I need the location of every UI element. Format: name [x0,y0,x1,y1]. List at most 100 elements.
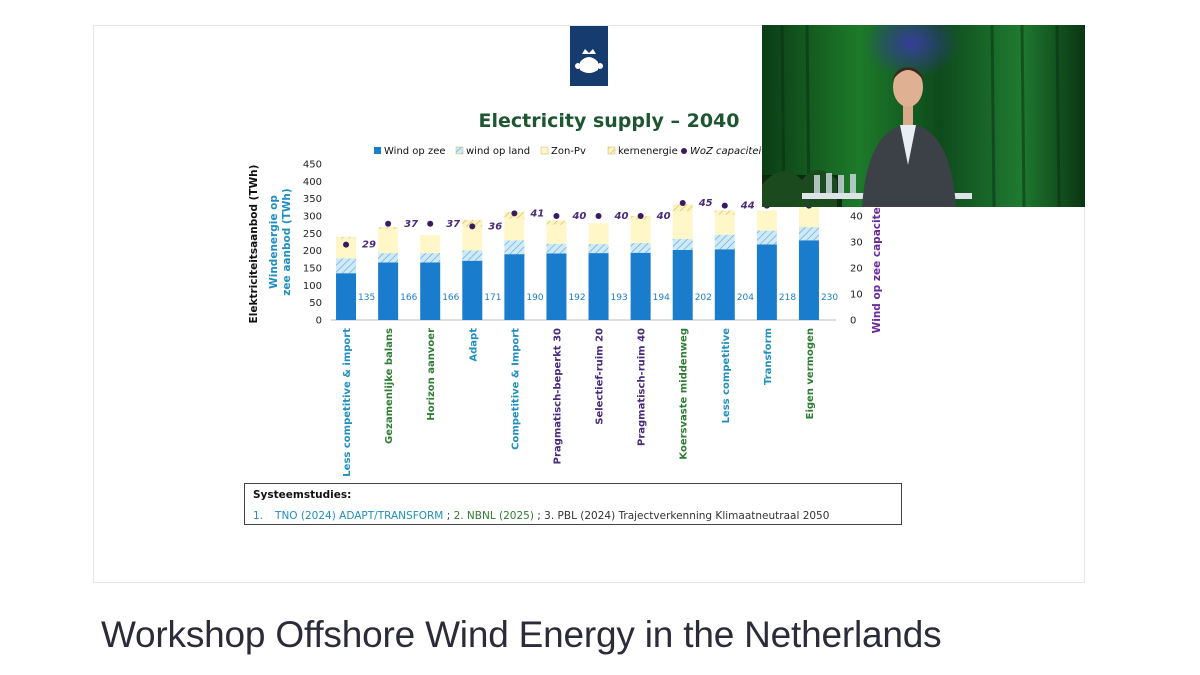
bar-wind-op-land [504,240,525,255]
study-pbl: 3. PBL (2024) Trajectverkenning Klimaatn… [544,510,830,522]
data-label: 204 [737,293,754,303]
study-nbnl: 2. NBNL (2025) [453,510,534,522]
bar-wind-op-zee [504,254,525,320]
legend-label: Wind op zee [384,146,446,157]
y-axis-title: Elektriciteitsaanbod (TWh) [248,165,260,324]
woz-capacity-point [553,213,560,219]
category-label: Transform [763,328,774,385]
woz-capacity-point [637,213,644,219]
woz-capacity-point [679,200,686,206]
legend-label: kernenergie [618,146,678,157]
woz-capacity-label: 40 [571,211,586,222]
bar-wind-op-zee [588,253,609,320]
bar-wind-op-zee [546,253,567,320]
bar-wind-op-land [588,244,609,254]
bar-wind-op-zee [714,249,735,320]
category-label: Less competitive [721,328,732,424]
woz-capacity-point [511,210,518,217]
bar-wind-op-zee [336,273,357,320]
y-tick-label: 100 [303,281,322,292]
bar-wind-op-land [546,243,567,254]
page-title: Workshop Offshore Wind Energy in the Net… [101,614,942,655]
speaker-image [762,25,1085,207]
woz-capacity-point [385,220,392,227]
category-label: Adapt [468,328,479,362]
bar-zon-pv [756,210,777,231]
y-tick-label: 50 [309,298,322,309]
y2-tick-label: 20 [850,264,863,275]
y2-source-axis-title: Windenergie opzee aanbod (TWh) [268,188,293,295]
woz-capacity-point [427,220,434,227]
data-label: 218 [779,293,796,303]
bar-kernenergie [378,227,399,229]
y-tick-label: 450 [303,160,322,171]
bar-zon-pv [714,214,735,235]
woz-capacity-point [721,202,728,209]
y2-tick-label: 10 [850,290,863,301]
category-label: Selectief-ruim 20 [595,328,606,425]
legend-label: wind op land [466,146,530,157]
y-tick-label: 200 [303,246,322,257]
bar-wind-op-land [672,238,693,250]
legend-label: Zon-Pv [551,146,586,157]
legend-marker [374,147,381,154]
bar-wind-op-land [714,234,735,250]
category-label: Less competitive & import [342,328,353,477]
y-tick-label: 250 [303,229,322,240]
bar-wind-op-zee [756,244,777,320]
woz-capacity-label: 40 [656,211,671,222]
data-label: 192 [568,293,585,303]
woz-capacity-label: 45 [698,198,713,209]
bar-wind-op-land [756,230,777,245]
bar-wind-op-zee [420,262,441,320]
bar-zon-pv [546,224,567,244]
legend-marker [540,146,549,155]
y2-source-axis-title-line2: zee aanbod (TWh) [281,188,293,295]
studies-list: 1. TNO (2024) ADAPT/TRANSFORM ; 2. NBNL (… [253,510,829,522]
y-tick-label: 150 [303,264,322,275]
woz-capacity-label: 41 [529,208,544,219]
bar-zon-pv [672,211,693,239]
data-label: 166 [400,293,417,303]
legend-marker [607,146,616,155]
chart: Electricity supply – 2040 Wind op zee win… [248,26,883,477]
woz-capacity-point [343,241,350,248]
study-number: 1. [253,510,264,522]
data-label: 194 [653,293,670,303]
category-label: Koersvaste middenweg [679,328,690,460]
study-sources-box: Systeemstudies: 1. TNO (2024) ADAPT/TRANS… [244,483,902,525]
y-tick-label: 400 [303,177,322,188]
bar-zon-pv [462,226,483,251]
data-label: 135 [358,293,375,303]
category-label: Horizon aanvoer [426,328,437,421]
y2-tick-label: 40 [850,212,863,223]
woz-capacity-label: 37 [404,219,418,230]
bar-zon-pv [504,218,525,241]
bar-zon-pv [588,223,609,245]
woz-capacity-label: 36 [488,221,502,232]
legend-marker-woz [681,148,687,154]
study-tno: TNO (2024) ADAPT/TRANSFORM [275,510,444,522]
data-label: 202 [695,293,712,303]
y2-source-axis-title-line1: Windenergie op [268,195,280,289]
bar-zon-pv [336,238,357,259]
woz-capacity-point [595,213,602,219]
bar-wind-op-land [336,258,357,274]
y2-axis-title: Wind op zee capaciteit [871,199,883,334]
woz-capacity-point [469,223,476,230]
category-label: Gezamenlijke balans [384,328,395,444]
data-label: 171 [484,293,501,303]
crown-coat-of-arms-icon [570,26,608,86]
category-label: Pragmatisch-beperkt 30 [552,328,563,464]
category-label: Eigen vermogen [805,328,816,419]
bar-wind-op-zee [798,240,819,320]
woz-capacity-label: 44 [740,201,755,212]
data-label: 230 [821,293,838,303]
woz-capacity-label: 29 [362,240,376,251]
bar-zon-pv [798,206,819,228]
category-label: Competitive & Import [510,328,521,450]
study-separator: ; [443,510,454,522]
chart-legend: Wind op zee wind op land Zon-Pv kernenergie… [374,146,766,157]
bar-wind-op-zee [462,260,483,320]
woz-capacity-label: 40 [614,211,629,222]
